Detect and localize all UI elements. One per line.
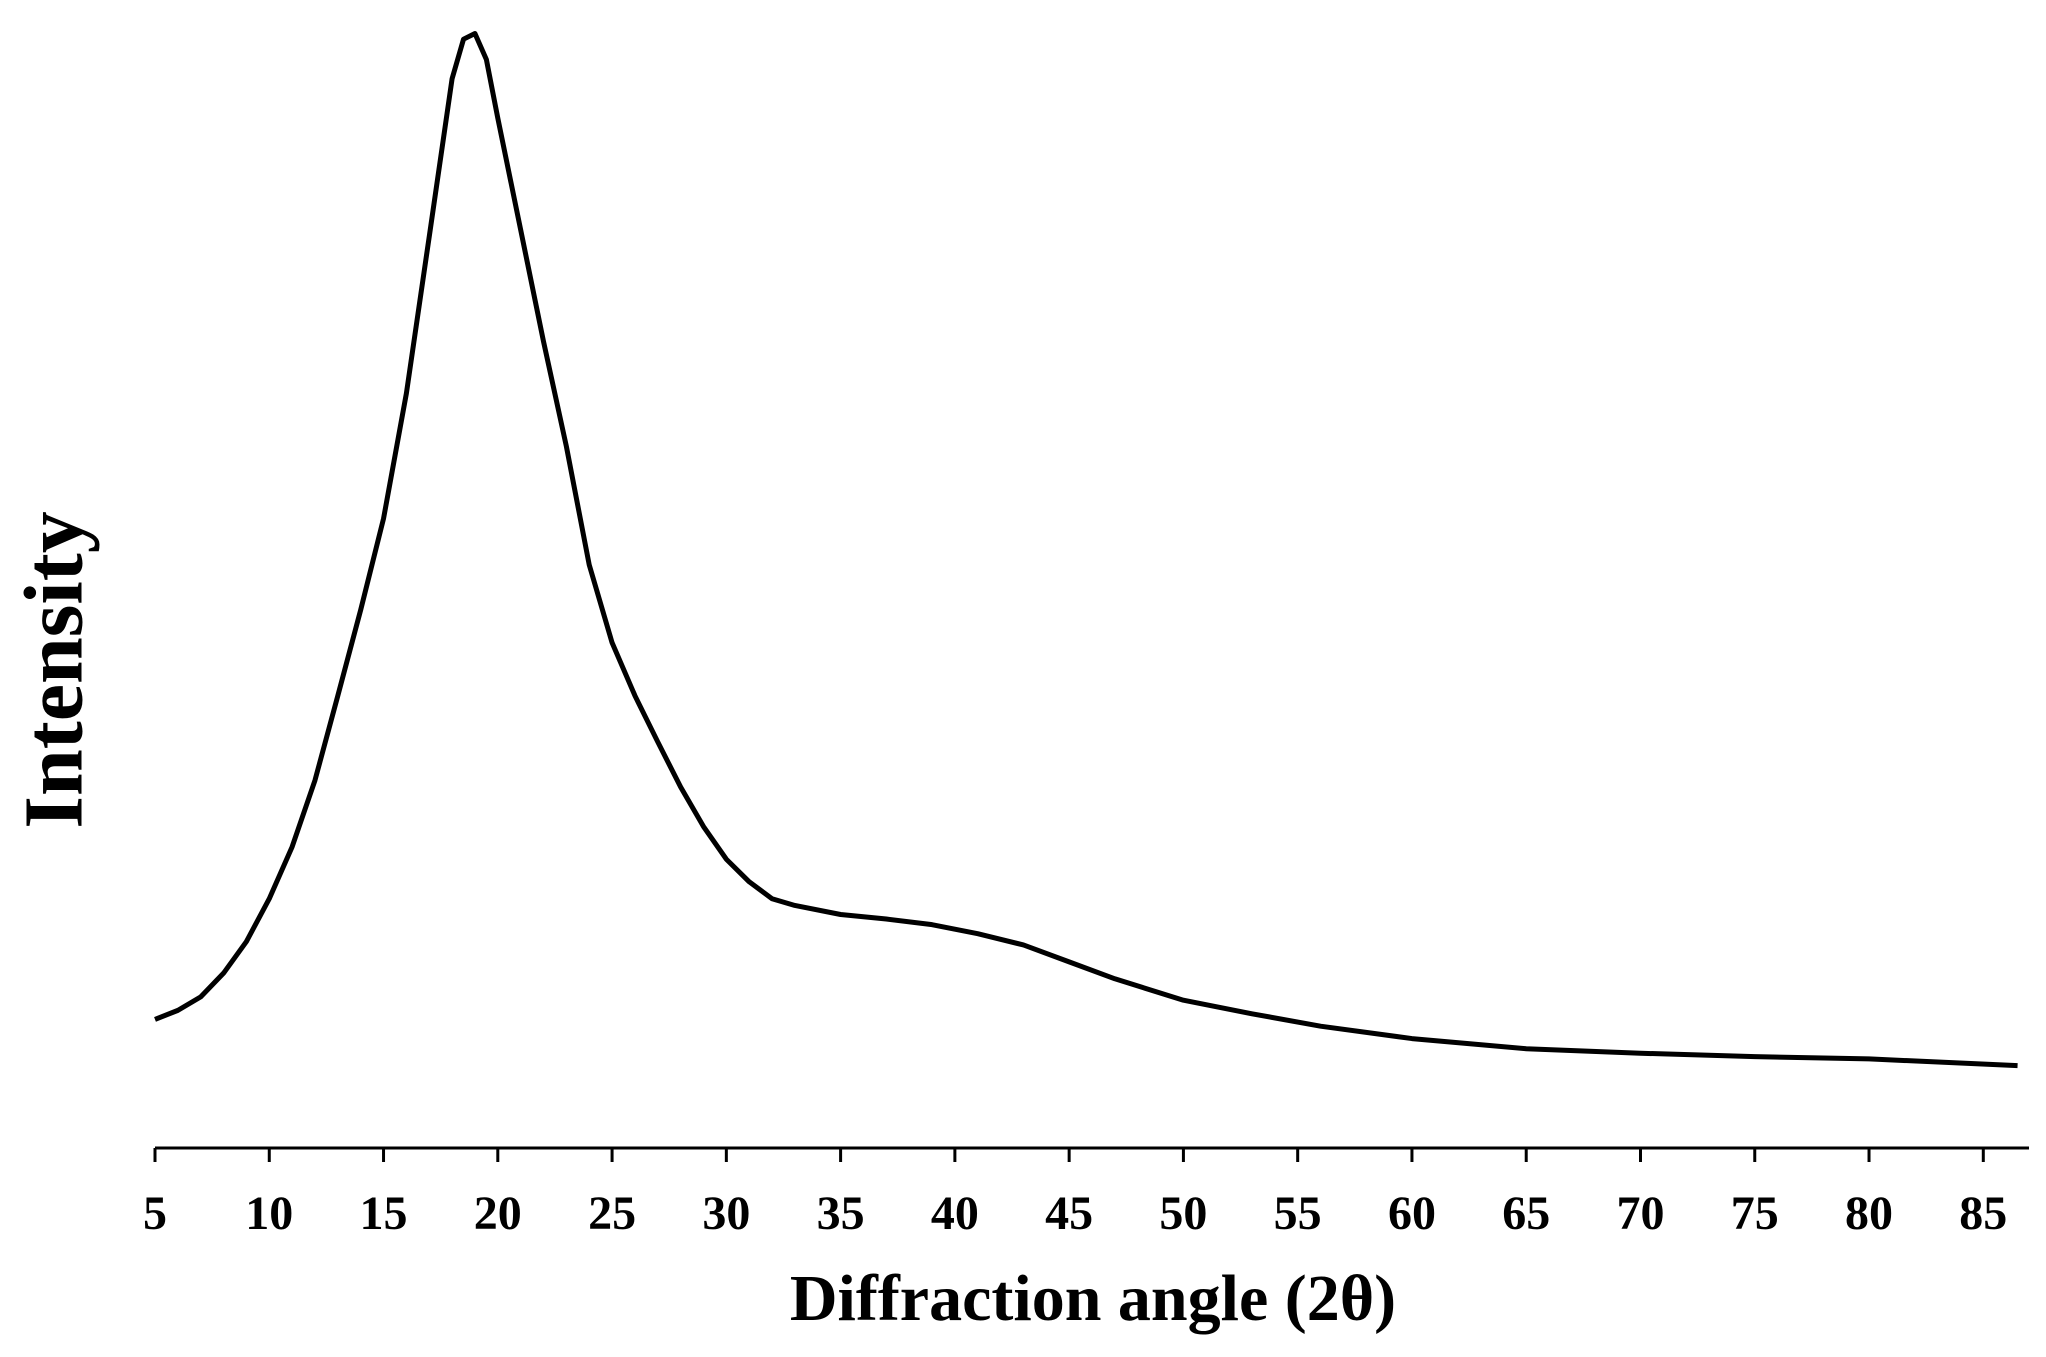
data-line	[154, 31, 2018, 1069]
y-axis-label: Intensity	[7, 511, 100, 828]
x-tick-label: 5	[143, 1187, 167, 1240]
x-tick-label: 30	[702, 1187, 750, 1240]
x-axis-label: Diffraction angle (2θ)	[790, 1262, 1396, 1335]
x-tick-label: 80	[1845, 1187, 1893, 1240]
x-tick-label: 10	[245, 1187, 293, 1240]
x-tick-label: 70	[1616, 1187, 1664, 1240]
x-tick-label: 55	[1274, 1187, 1322, 1240]
x-tick-label: 60	[1388, 1187, 1436, 1240]
x-tick-label: 40	[931, 1187, 979, 1240]
x-tick-label: 35	[817, 1187, 865, 1240]
x-tick-label: 85	[1959, 1187, 2007, 1240]
x-tick-label: 65	[1502, 1187, 1550, 1240]
x-tick-label: 50	[1159, 1187, 1207, 1240]
x-tick-label: 20	[474, 1187, 522, 1240]
x-tick-label: 75	[1731, 1187, 1779, 1240]
x-tick-label: 15	[360, 1187, 408, 1240]
x-tick-label: 45	[1045, 1187, 1093, 1240]
x-tick-label: 25	[588, 1187, 636, 1240]
